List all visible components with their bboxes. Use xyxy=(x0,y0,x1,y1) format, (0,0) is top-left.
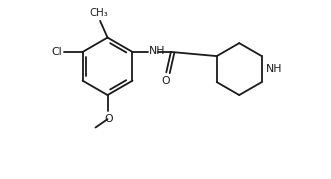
Text: O: O xyxy=(161,76,170,86)
Text: NH: NH xyxy=(149,46,166,56)
Text: O: O xyxy=(104,114,113,124)
Text: CH₃: CH₃ xyxy=(90,8,109,18)
Text: Cl: Cl xyxy=(52,47,62,57)
Text: NH: NH xyxy=(266,64,283,74)
